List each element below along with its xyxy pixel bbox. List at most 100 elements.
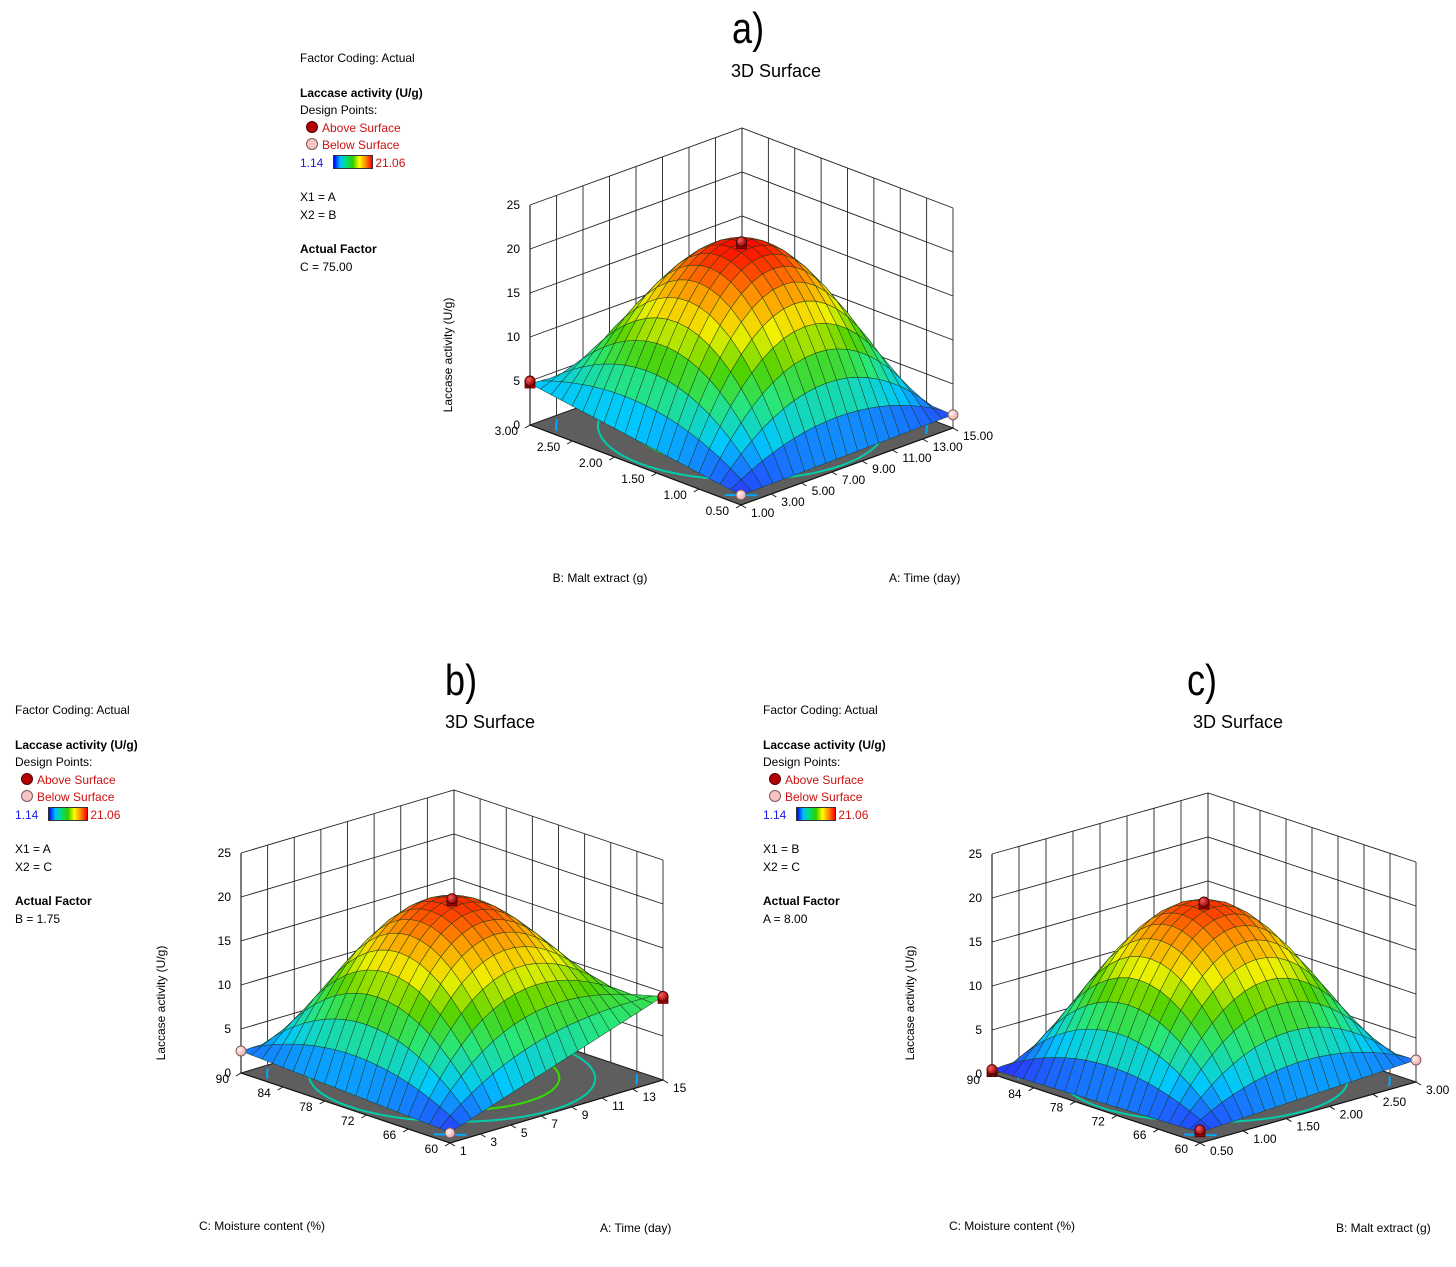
response-surface — [240, 894, 664, 1133]
z-tick-label: 25 — [218, 846, 232, 860]
x-axis-line — [1199, 1081, 1417, 1144]
x-tick-label: 1.00 — [1253, 1132, 1277, 1146]
actual-factor-value: A = 8.00 — [763, 911, 808, 926]
y-tick-label: 0.50 — [706, 504, 730, 518]
y-tick-mark — [277, 1086, 284, 1091]
x-tick-mark — [510, 1124, 517, 1129]
x-tick-mark — [861, 460, 868, 465]
z-tick-label: 10 — [507, 330, 521, 344]
x-tick-label: 9.00 — [872, 462, 896, 476]
response-surface — [991, 898, 1417, 1133]
design-points-label: Design Points: — [300, 103, 378, 117]
panel-letter-b: b) — [445, 656, 478, 705]
z-tick-label: 20 — [969, 891, 983, 905]
x-tick-label: 9 — [582, 1108, 589, 1122]
legend-b: Factor Coding: Actual Laccase activity (… — [15, 702, 138, 928]
x-tick-mark — [952, 427, 959, 432]
y-tick-label: 90 — [216, 1072, 230, 1086]
response-name: Laccase activity (U/g) — [763, 737, 886, 752]
x-tick-mark — [601, 1097, 608, 1102]
x-tick-mark — [831, 471, 838, 476]
surface-plot-c: 0 5 10 15 20 25 0.50 1.00 1.50 2.00 2.50 3.00 60 66 72… — [903, 792, 1450, 1235]
x-tick-mark — [740, 504, 747, 509]
x-tick-mark — [922, 438, 928, 443]
y-tick-label: 2.00 — [579, 456, 603, 470]
x1-assignment: X1 = B — [763, 842, 800, 856]
wall-grid-line — [991, 880, 1417, 951]
y-tick-mark — [444, 1142, 451, 1147]
actual-factor-value: C = 75.00 — [300, 259, 353, 274]
wall-grid-line — [240, 833, 664, 905]
z-tick-label: 10 — [969, 979, 983, 993]
y-tick-mark — [1028, 1087, 1034, 1092]
factor-coding: Factor Coding: Actual — [763, 703, 878, 717]
design-point-above — [1198, 896, 1210, 908]
wall-grid-line — [240, 877, 664, 949]
y-tick-label: 66 — [1133, 1128, 1147, 1142]
below-surface-marker-icon — [21, 790, 33, 802]
design-point-below — [444, 1127, 456, 1139]
y-tick-label: 78 — [299, 1100, 313, 1114]
factor-coding: Factor Coding: Actual — [300, 51, 415, 65]
y-tick-mark — [402, 1128, 409, 1133]
y-tick-label: 60 — [1175, 1142, 1189, 1156]
x-tick-mark — [662, 1079, 669, 1084]
wall-grid-line — [529, 127, 954, 209]
y-tick-label: 3.00 — [495, 424, 519, 438]
legend-c: Factor Coding: Actual Laccase activity (… — [763, 702, 886, 928]
x2-assignment: X2 = C — [15, 859, 53, 874]
z-tick-label: 0 — [975, 1067, 982, 1081]
legend-a: Factor Coding: Actual Laccase activity (… — [300, 50, 423, 276]
y-tick-mark — [566, 440, 573, 445]
x-axis-label: B: Malt extract (g) — [1336, 1221, 1431, 1235]
x-tick-label: 13 — [643, 1090, 657, 1104]
panel-subtitle-a: 3D Surface — [731, 61, 822, 81]
x-tick-mark — [541, 1115, 547, 1120]
design-point-above — [986, 1064, 998, 1076]
y-tick-label: 84 — [1008, 1087, 1022, 1101]
y-tick-mark — [524, 424, 531, 429]
y-tick-label: 60 — [425, 1142, 439, 1156]
y-tick-mark — [609, 456, 615, 461]
z-axis-label: Laccase activity (U/g) — [154, 946, 168, 1061]
above-surface-marker-icon — [306, 120, 318, 133]
color-min-label: 1.14 — [763, 807, 787, 822]
x-tick-mark — [1329, 1105, 1335, 1110]
design-point-above — [736, 236, 747, 248]
design-point-above — [524, 375, 536, 387]
x-tick-label: 2.50 — [1383, 1095, 1407, 1109]
y-tick-label: 1.50 — [621, 472, 645, 486]
x-tick-label: 5.00 — [812, 484, 836, 498]
z-tick-label: 25 — [507, 198, 521, 212]
x-axis-label: A: Time (day) — [889, 571, 960, 585]
design-point-above — [446, 893, 458, 905]
x-tick-mark — [771, 493, 777, 498]
x-tick-label: 11.00 — [902, 451, 931, 465]
color-min-label: 1.14 — [300, 155, 324, 170]
y-tick-mark — [1194, 1142, 1201, 1147]
z-tick-label: 5 — [224, 1022, 231, 1036]
surface-plot-a: 0 5 10 15 20 25 1.00 3.00 5.00 7.00 9.00 11.0013.00… — [441, 127, 993, 585]
y-axis-line — [529, 424, 742, 506]
factor-coding: Factor Coding: Actual — [15, 703, 130, 717]
y-tick-label: 1.00 — [663, 488, 687, 502]
actual-factor-label: Actual Factor — [15, 894, 92, 908]
y-tick-mark — [1069, 1101, 1076, 1106]
x1-assignment: X1 = A — [300, 190, 336, 204]
x-tick-label: 15.00 — [963, 429, 993, 443]
x-tick-mark — [1242, 1130, 1249, 1135]
y-tick-label: 90 — [967, 1073, 981, 1087]
design-point-below — [1410, 1054, 1422, 1066]
z-tick-label: 0 — [513, 418, 520, 432]
x2-assignment: X2 = B — [300, 207, 337, 222]
actual-factor-label: Actual Factor — [300, 242, 377, 256]
actual-factor-label: Actual Factor — [763, 894, 840, 908]
x2-assignment: X2 = C — [763, 859, 801, 874]
actual-factor-value: B = 1.75 — [15, 911, 61, 926]
z-tick-label: 0 — [224, 1066, 231, 1080]
color-max-label: 21.06 — [375, 155, 406, 170]
z-tick-label: 20 — [507, 242, 521, 256]
x-tick-mark — [801, 482, 807, 487]
x-tick-label: 1.00 — [751, 506, 775, 520]
